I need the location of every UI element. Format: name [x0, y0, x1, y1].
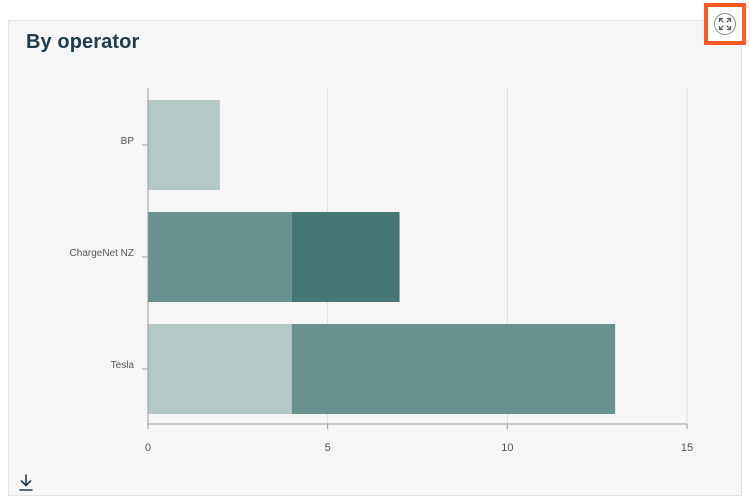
bar-tesla-segment-0 [148, 324, 292, 414]
y-tick-label: Tesla [111, 360, 135, 371]
bar-chargenet-nz-segment-0 [148, 212, 292, 302]
x-tick-label: 5 [325, 442, 331, 454]
y-tick-label: ChargeNet NZ [70, 248, 134, 259]
card-title: By operator [26, 31, 140, 53]
expand-button-highlight[interactable] [704, 3, 746, 45]
download-icon [19, 474, 33, 491]
y-tick-label: BP [121, 136, 135, 147]
x-tick-label: 10 [501, 442, 513, 454]
x-tick-label: 15 [681, 442, 693, 454]
bar-chargenet-nz-segment-1 [291, 212, 400, 302]
download-button[interactable] [18, 474, 34, 492]
bar-tesla-segment-1 [291, 324, 616, 414]
bar-bp-segment-0 [148, 100, 220, 190]
expand-icon [718, 17, 732, 31]
x-tick-label: 0 [145, 442, 151, 454]
expand-button[interactable] [714, 13, 736, 35]
